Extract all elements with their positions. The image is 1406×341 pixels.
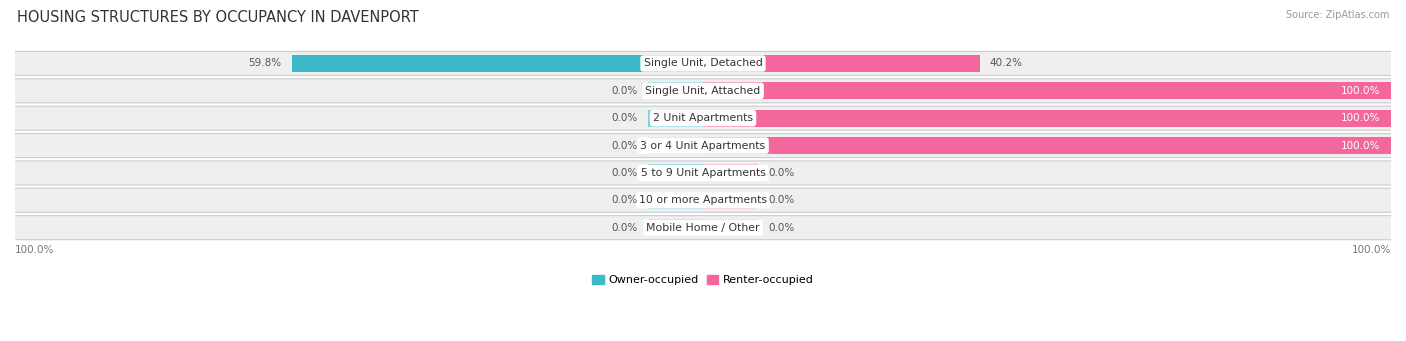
Text: 100.0%: 100.0% — [1341, 140, 1381, 151]
Text: 0.0%: 0.0% — [612, 113, 638, 123]
Bar — [703, 137, 758, 154]
Bar — [648, 83, 703, 99]
Bar — [291, 55, 703, 72]
FancyBboxPatch shape — [4, 134, 1402, 158]
FancyBboxPatch shape — [4, 188, 1402, 212]
Bar — [703, 110, 758, 127]
FancyBboxPatch shape — [4, 79, 1402, 103]
Text: 100.0%: 100.0% — [1341, 113, 1381, 123]
Text: Mobile Home / Other: Mobile Home / Other — [647, 223, 759, 233]
Bar — [703, 110, 1391, 127]
Text: 100.0%: 100.0% — [1341, 86, 1381, 96]
Text: 2 Unit Apartments: 2 Unit Apartments — [652, 113, 754, 123]
Bar — [703, 219, 758, 236]
Text: Single Unit, Detached: Single Unit, Detached — [644, 58, 762, 69]
Bar — [703, 83, 1391, 99]
Text: Single Unit, Attached: Single Unit, Attached — [645, 86, 761, 96]
Legend: Owner-occupied, Renter-occupied: Owner-occupied, Renter-occupied — [588, 271, 818, 290]
Bar — [703, 83, 758, 99]
Text: 0.0%: 0.0% — [768, 168, 794, 178]
Text: 5 to 9 Unit Apartments: 5 to 9 Unit Apartments — [641, 168, 765, 178]
Bar — [703, 192, 758, 209]
Bar — [703, 55, 758, 72]
Bar — [648, 164, 703, 181]
Text: HOUSING STRUCTURES BY OCCUPANCY IN DAVENPORT: HOUSING STRUCTURES BY OCCUPANCY IN DAVEN… — [17, 10, 419, 25]
Text: 0.0%: 0.0% — [612, 168, 638, 178]
Text: 0.0%: 0.0% — [612, 223, 638, 233]
FancyBboxPatch shape — [4, 216, 1402, 240]
Text: 59.8%: 59.8% — [247, 58, 281, 69]
FancyBboxPatch shape — [4, 161, 1402, 185]
Text: Source: ZipAtlas.com: Source: ZipAtlas.com — [1285, 10, 1389, 20]
Text: 0.0%: 0.0% — [612, 140, 638, 151]
Text: 10 or more Apartments: 10 or more Apartments — [638, 195, 768, 205]
Text: 100.0%: 100.0% — [15, 244, 55, 255]
Bar — [703, 164, 758, 181]
Bar — [648, 192, 703, 209]
Text: 0.0%: 0.0% — [768, 195, 794, 205]
FancyBboxPatch shape — [4, 51, 1402, 75]
Text: 0.0%: 0.0% — [612, 86, 638, 96]
Bar — [648, 55, 703, 72]
Text: 3 or 4 Unit Apartments: 3 or 4 Unit Apartments — [641, 140, 765, 151]
FancyBboxPatch shape — [4, 106, 1402, 130]
Text: 100.0%: 100.0% — [1351, 244, 1391, 255]
Text: 0.0%: 0.0% — [612, 195, 638, 205]
Text: 40.2%: 40.2% — [990, 58, 1024, 69]
Bar — [703, 55, 980, 72]
Bar — [648, 219, 703, 236]
Text: 0.0%: 0.0% — [768, 223, 794, 233]
Bar — [648, 110, 703, 127]
Bar — [648, 137, 703, 154]
Bar — [703, 137, 1391, 154]
